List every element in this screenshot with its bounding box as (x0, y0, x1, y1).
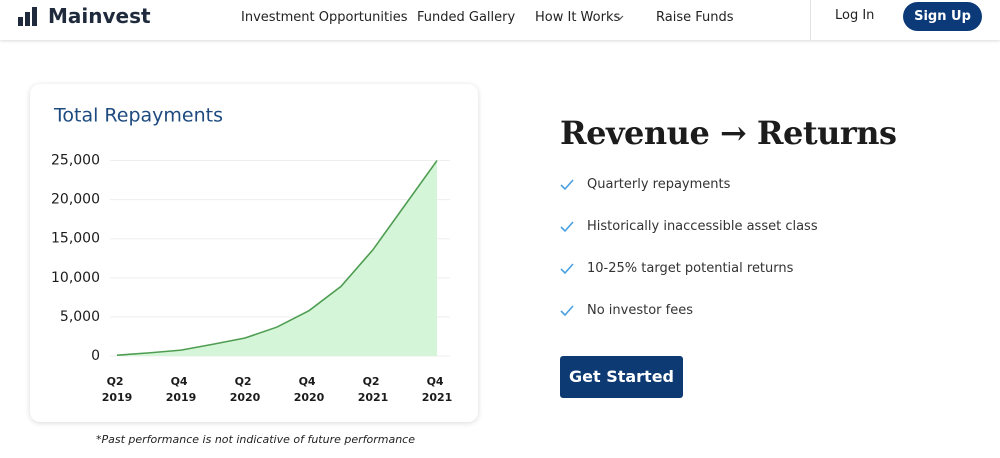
footnote: *Past performance is not indicative of f… (96, 433, 415, 446)
area (117, 160, 437, 356)
check-icon (560, 179, 574, 191)
y-tick-label: 25,000 (51, 153, 100, 169)
line (116, 160, 438, 357)
x-tick-label: Q2 2021 (358, 375, 389, 404)
chart-card: Total Repayments 0 5,000 10,000 15,000 20,00… (30, 84, 478, 422)
logo-icon[interactable] (18, 5, 42, 27)
signup-button[interactable]: Sign Up (903, 2, 982, 31)
y-tick-label: 10,000 (51, 270, 100, 286)
nav-link[interactable]: Raise Funds (656, 10, 734, 25)
divider (810, 0, 811, 40)
x-tick-label: Q4 2019 (166, 375, 197, 404)
feature: No investor fees (587, 303, 693, 318)
x-tick-label: Q2 2020 (230, 375, 261, 404)
feature: 10-25% target potential returns (587, 261, 794, 276)
y-tick-label: 15,000 (51, 231, 100, 247)
get-started-button[interactable]: Get Started (560, 356, 683, 398)
x-tick-label: Q4 2021 (422, 375, 453, 404)
y-tick-label: 5,000 (60, 309, 100, 325)
login-link[interactable]: Log In (835, 8, 875, 23)
navbar: Mainvest Investment Opportunities Funded… (0, 0, 1000, 40)
nav-link[interactable]: How It Works (535, 10, 621, 25)
x-tick-label: Q2 2019 (102, 375, 133, 404)
nav-link[interactable]: Funded Gallery (417, 10, 516, 25)
chart: Total Repayments 0 5,000 10,000 15,000 20,00… (51, 105, 453, 405)
feature: Quarterly repayments (587, 177, 731, 192)
chart-title: Total Repayments (53, 105, 223, 127)
feature: Historically inaccessible asset class (587, 219, 818, 234)
y-tick-label: 20,000 (51, 192, 100, 208)
nav-link[interactable]: Investment Opportunities (241, 10, 408, 25)
y-tick-label: 0 (91, 348, 100, 364)
check-icon (560, 305, 574, 317)
hero-title: Revenue → Returns (560, 114, 897, 152)
check-icon (560, 263, 574, 275)
x-tick-label: Q4 2020 (294, 375, 325, 404)
check-icon (560, 221, 574, 233)
chevron (615, 15, 624, 21)
brand[interactable]: Mainvest (48, 4, 151, 28)
